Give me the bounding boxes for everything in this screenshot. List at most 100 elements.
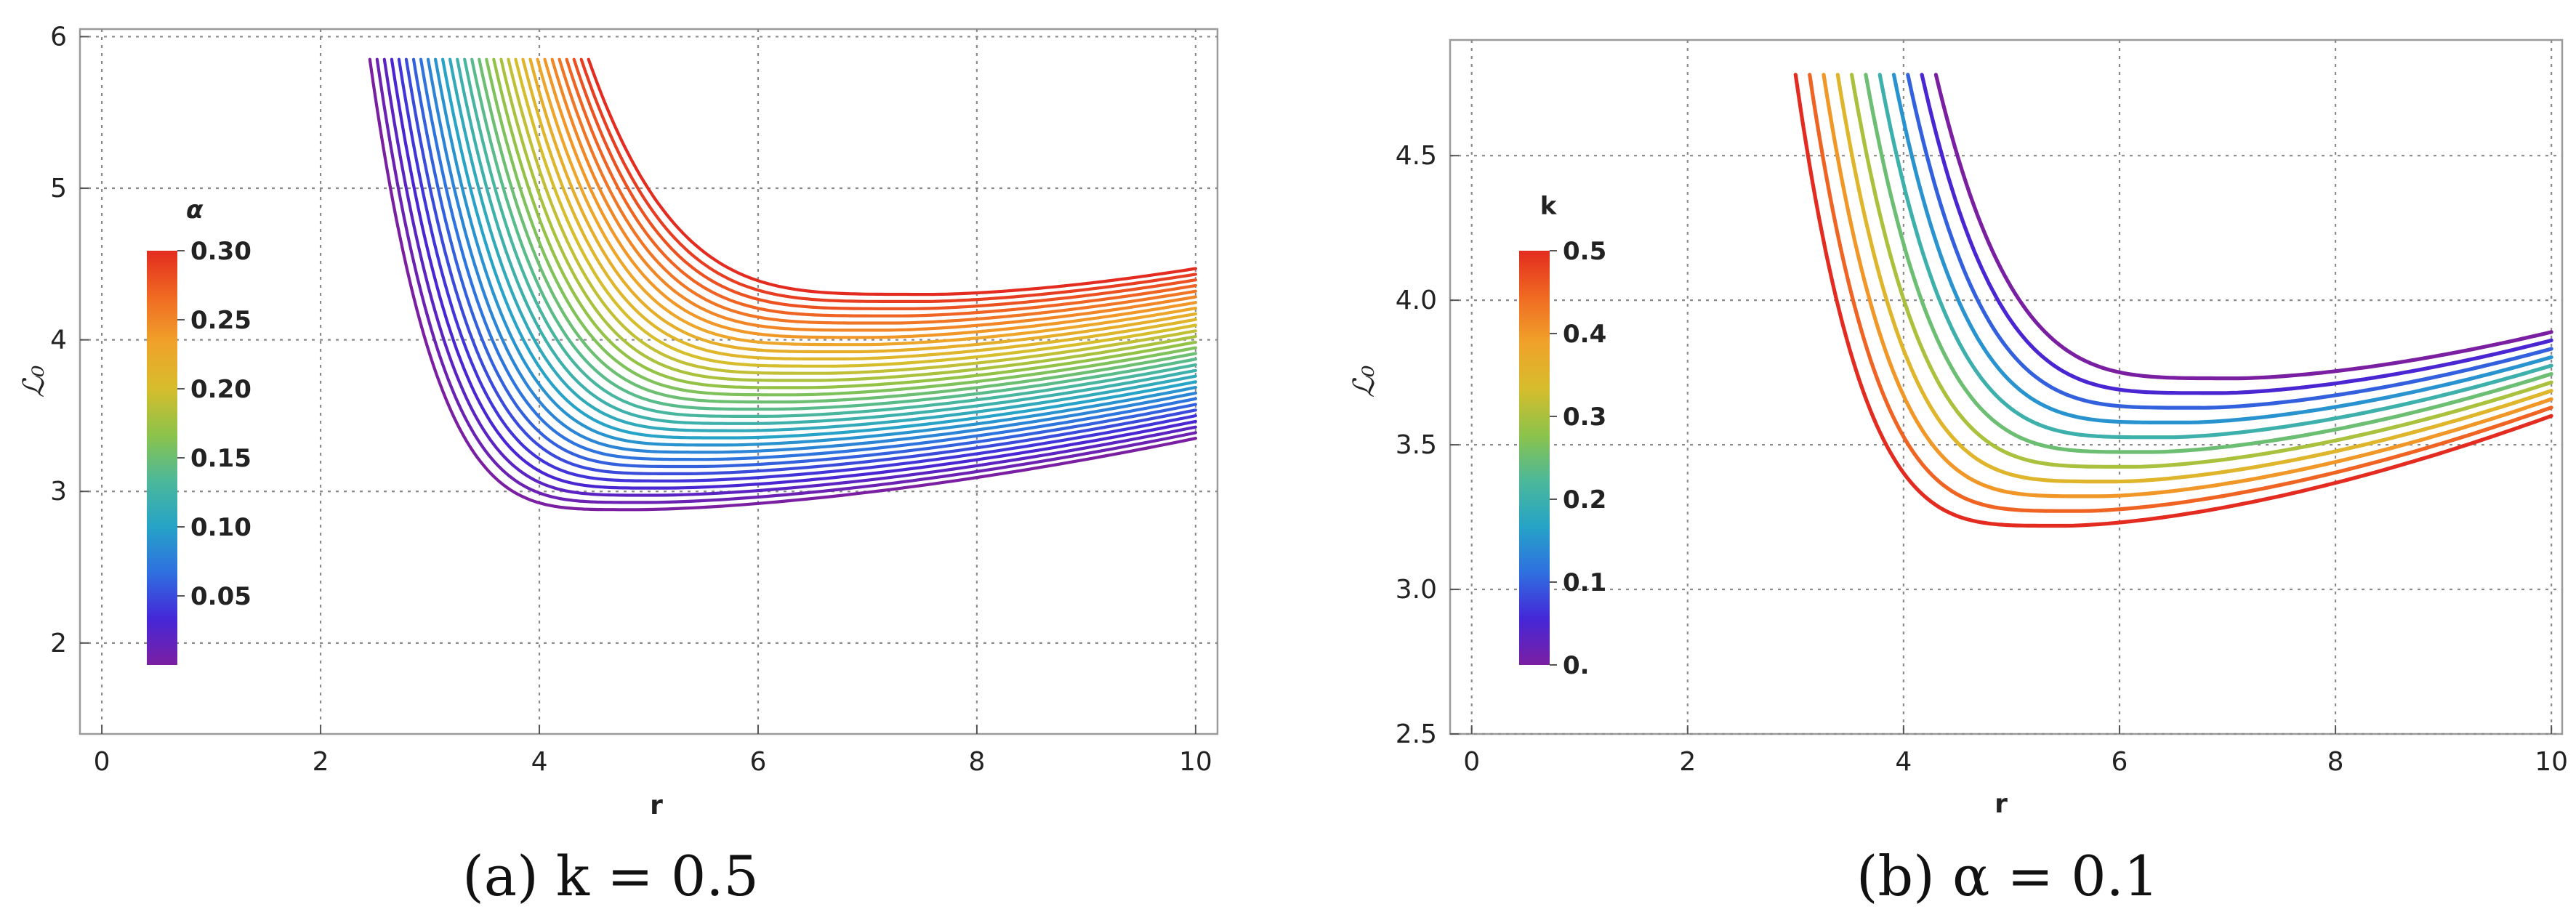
series-curve	[1808, 73, 2553, 513]
colorbar-tick-label: 0.05	[190, 582, 251, 611]
colorbar-tick-label: 0.	[1563, 651, 1590, 680]
panel-a-x-ticks: 0 2 4 6 8 10	[94, 725, 1212, 777]
series-curve	[1906, 73, 2553, 410]
panel-a-colorbar-ticks: 0.05 0.10 0.15 0.20 0.25 0.30	[177, 237, 251, 611]
series-curve	[368, 57, 1197, 512]
panel-b-y-ticks: 2.5 3.0 3.5 4.0 4.5	[1396, 141, 1459, 749]
series-curve	[1850, 73, 2553, 469]
series-curve	[456, 57, 1197, 425]
series-curve	[1835, 73, 2553, 484]
colorbar-tick-label: 0.10	[190, 513, 251, 542]
series-curve	[528, 57, 1197, 354]
x-tick-label: 10	[1179, 747, 1212, 777]
colorbar-tick-label: 0.1	[1563, 568, 1606, 597]
y-tick-label: 3.5	[1396, 430, 1437, 460]
panel-a-y-axis-label: ℒ₀	[17, 366, 51, 398]
panel-a-plot-frame	[79, 28, 1219, 735]
series-curve	[492, 57, 1197, 390]
x-tick-label: 0	[1463, 747, 1480, 777]
series-curve	[382, 57, 1197, 497]
colorbar-tick-label: 0.20	[190, 375, 251, 404]
panel-b: 0 2 4 6 8 10 2.53.03.54.04.5 r ℒ₀ k 0.0.10.20…	[1348, 39, 2568, 908]
series-curve	[514, 57, 1197, 368]
series-curve	[441, 57, 1197, 440]
panel-a: 0 2 4 6 8 10 2 3 4 5 6 r ℒ₀ α 0.05 0.10 0.15 0.20 0.2…	[17, 22, 1219, 908]
panel-b-plot-frame	[1449, 39, 2564, 735]
series-curve	[478, 57, 1197, 404]
colorbar-tick-label: 0.15	[190, 444, 251, 473]
colorbar-tick-label: 0.25	[190, 306, 251, 335]
y-tick-label: 3	[50, 477, 67, 507]
colorbar-tick-label: 0.5	[1563, 237, 1606, 266]
series-curve	[499, 57, 1197, 382]
series-curve	[587, 57, 1197, 296]
series-curve	[404, 57, 1197, 475]
series-curve	[579, 57, 1197, 303]
x-tick-label: 8	[2327, 747, 2344, 777]
series-curve	[419, 57, 1197, 461]
x-tick-label: 4	[531, 747, 548, 777]
series-curve	[521, 57, 1197, 360]
panel-b-curves	[1793, 73, 2553, 528]
panel-b-colorbar-title: k	[1540, 192, 1558, 221]
panel-a-colorbar: α 0.05 0.10 0.15 0.20 0.25 0.30	[147, 195, 251, 665]
colorbar-tick-label: 0.3	[1563, 403, 1606, 432]
series-curve	[463, 57, 1197, 418]
colorbar-tick-label: 0.4	[1563, 320, 1606, 349]
series-curve	[448, 57, 1197, 432]
y-tick-label: 6	[50, 22, 67, 52]
series-curve	[565, 57, 1197, 318]
series-curve	[485, 57, 1197, 397]
y-tick-label: 4.0	[1396, 286, 1437, 315]
x-tick-label: 8	[968, 747, 985, 777]
x-tick-label: 10	[2535, 747, 2568, 777]
series-curve	[470, 57, 1197, 411]
panel-b-caption: (b) α = 0.1	[1856, 844, 2159, 908]
panel-a-colorbar-title: α	[186, 195, 204, 225]
panel-a-y-ticks: 2 3 4 5 6	[50, 22, 89, 658]
series-curve	[1864, 73, 2553, 454]
series-curve	[550, 57, 1197, 332]
panel-b-gridlines	[1450, 40, 2562, 735]
x-tick-label: 6	[750, 747, 767, 777]
x-tick-label: 0	[94, 747, 110, 777]
series-curve	[375, 57, 1197, 504]
series-curve	[1822, 73, 2553, 499]
series-curve	[390, 57, 1197, 490]
y-tick-label: 2	[50, 629, 67, 658]
series-curve	[558, 57, 1197, 325]
panel-b-x-axis-label: r	[1995, 789, 2008, 819]
panel-a-caption: (a) k = 0.5	[462, 844, 759, 908]
x-tick-label: 4	[1895, 747, 1912, 777]
y-tick-label: 2.5	[1396, 719, 1437, 749]
y-tick-label: 3.0	[1396, 575, 1437, 605]
panel-b-colorbar-bar	[1519, 251, 1550, 665]
series-curve	[434, 57, 1197, 447]
panel-b-colorbar: k 0. 0.1 0.2 0.3 0.4 0.5	[1519, 192, 1606, 680]
series-curve	[1793, 73, 2553, 528]
x-tick-label: 2	[1679, 747, 1696, 777]
y-tick-label: 4.5	[1396, 141, 1437, 171]
colorbar-tick-label: 0.30	[190, 237, 251, 266]
x-tick-label: 6	[2112, 747, 2128, 777]
panel-a-x-axis-label: r	[650, 791, 663, 820]
series-curve	[543, 57, 1197, 339]
series-curve	[572, 57, 1197, 310]
series-curve	[536, 57, 1197, 347]
series-curve	[1933, 73, 2553, 381]
panel-b-colorbar-ticks: 0. 0.1 0.2 0.3 0.4 0.5	[1550, 237, 1606, 680]
series-curve	[1920, 73, 2553, 395]
panel-b-y-axis-label: ℒ₀	[1348, 366, 1381, 398]
colorbar-tick-label: 0.2	[1563, 485, 1606, 515]
series-curve	[411, 57, 1197, 469]
series-curve	[397, 57, 1197, 483]
series-curve	[426, 57, 1197, 454]
x-tick-label: 2	[313, 747, 329, 777]
panel-a-colorbar-bar	[147, 251, 177, 665]
y-tick-label: 4	[50, 326, 67, 355]
series-curve	[1891, 73, 2553, 424]
series-curve	[1877, 73, 2553, 440]
y-tick-label: 5	[50, 174, 67, 203]
series-curve	[507, 57, 1197, 375]
